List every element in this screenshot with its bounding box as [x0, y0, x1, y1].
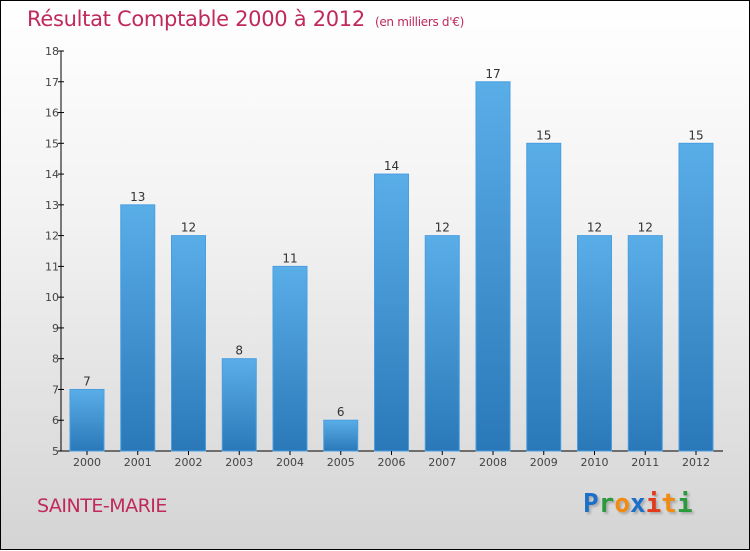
- bar: [526, 142, 562, 452]
- chart-title: Résultat Comptable 2000 à 2012 (en millie…: [27, 7, 464, 31]
- x-tick-label: 2012: [682, 456, 710, 469]
- y-tick-label: 13: [45, 199, 59, 212]
- bar: [424, 235, 460, 452]
- data-label: 8: [235, 344, 243, 358]
- bar: [577, 235, 612, 452]
- y-tick-label: 7: [52, 383, 59, 396]
- data-label: 12: [181, 221, 196, 235]
- y-tick-label: 9: [52, 322, 59, 335]
- bar: [678, 142, 714, 452]
- logo-letter: o: [614, 489, 630, 519]
- bar: [323, 419, 359, 452]
- data-label: 12: [435, 221, 450, 235]
- x-tick-label: 2008: [479, 456, 507, 469]
- data-label: 12: [638, 221, 653, 235]
- logo-letter: P: [583, 489, 599, 519]
- y-tick-label: 5: [52, 445, 59, 458]
- x-tick-label: 2000: [73, 456, 101, 469]
- x-tick-label: 2002: [175, 456, 203, 469]
- bar: [69, 388, 105, 452]
- data-label: 6: [337, 405, 345, 419]
- title-text: Résultat Comptable 2000 à 2012: [27, 7, 365, 31]
- proxiti-logo[interactable]: Proxiti: [583, 489, 693, 519]
- logo-letter: r: [598, 489, 615, 519]
- chart-subtitle: (en milliers d'€): [374, 15, 464, 29]
- x-tick-label: 2009: [530, 456, 558, 469]
- x-tick-label: 2007: [428, 456, 456, 469]
- data-label: 7: [83, 374, 91, 388]
- y-tick-label: 18: [45, 45, 59, 58]
- x-tick-label: 2011: [631, 456, 659, 469]
- bar: [272, 265, 308, 452]
- data-label: 13: [130, 190, 145, 204]
- bar: [171, 235, 206, 452]
- bar: [221, 358, 257, 452]
- y-tick-label: 10: [45, 291, 59, 304]
- y-tick-label: 17: [45, 76, 59, 89]
- data-label: 17: [485, 67, 500, 81]
- y-tick-label: 8: [52, 353, 59, 366]
- x-tick-label: 2005: [327, 456, 355, 469]
- bar: [374, 173, 409, 452]
- data-label: 15: [536, 128, 551, 142]
- x-tick-label: 2001: [124, 456, 152, 469]
- x-tick-label: 2003: [225, 456, 253, 469]
- logo-letter: t: [661, 489, 677, 519]
- x-tick-label: 2006: [378, 456, 406, 469]
- x-tick-label: 2004: [276, 456, 304, 469]
- logo-letter: i: [645, 489, 662, 519]
- commune-name: SAINTE-MARIE: [37, 495, 167, 517]
- x-tick-label: 2010: [581, 456, 609, 469]
- logo-letter: i: [676, 489, 693, 519]
- y-tick-label: 6: [52, 414, 59, 427]
- data-label: 11: [282, 251, 297, 265]
- y-tick-label: 14: [45, 168, 59, 181]
- y-tick-label: 16: [45, 107, 59, 120]
- data-label: 12: [587, 221, 602, 235]
- bar: [120, 204, 156, 452]
- data-label: 14: [384, 159, 399, 173]
- y-tick-label: 15: [45, 137, 59, 150]
- data-label: 15: [688, 128, 703, 142]
- y-tick-label: 12: [45, 230, 59, 243]
- bar: [627, 235, 663, 452]
- y-tick-label: 11: [45, 260, 59, 273]
- logo-letter: x: [629, 489, 646, 519]
- bar: [475, 81, 511, 452]
